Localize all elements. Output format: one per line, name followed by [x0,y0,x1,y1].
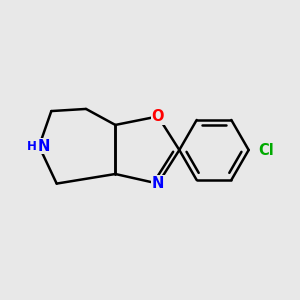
Text: Cl: Cl [258,142,274,158]
Text: O: O [152,109,164,124]
Text: N: N [152,176,164,191]
Text: N: N [38,139,50,154]
Text: H: H [26,140,36,153]
